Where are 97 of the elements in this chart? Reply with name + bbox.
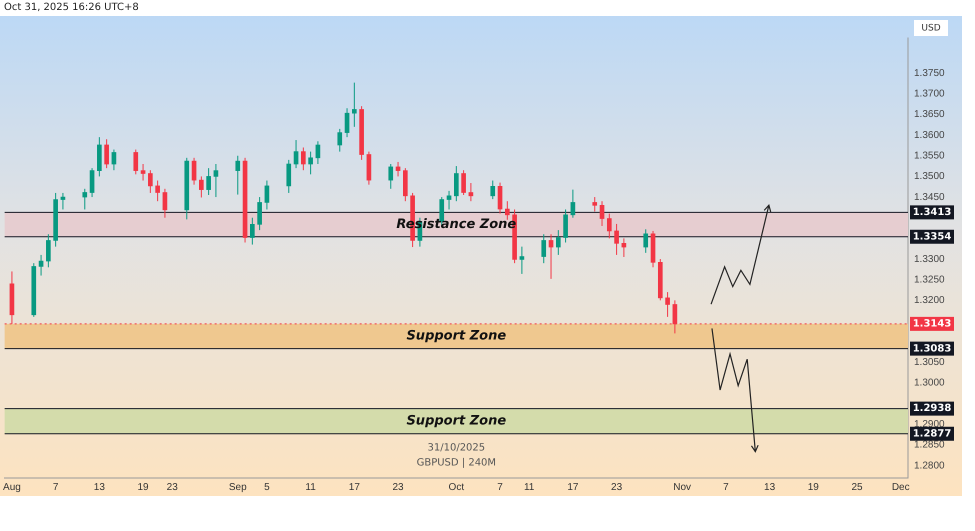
candlestick xyxy=(643,228,648,254)
band-label: Support Zone xyxy=(406,328,506,344)
candlestick xyxy=(316,140,320,165)
x-tick-label: Nov xyxy=(673,482,692,493)
candlestick xyxy=(344,108,350,138)
candlestick xyxy=(541,234,546,264)
candlestick xyxy=(250,217,255,246)
candlestick xyxy=(396,161,400,177)
x-tick-label: Aug xyxy=(3,482,21,493)
y-tick-label: 1.3500 xyxy=(914,171,946,182)
candlestick xyxy=(192,157,196,186)
candlestick xyxy=(622,238,626,258)
y-tick-label: 1.3450 xyxy=(914,192,946,203)
x-tick-label: 23 xyxy=(166,482,178,493)
ref-line-label: 1.3143 xyxy=(912,318,952,330)
candlestick xyxy=(140,164,146,182)
candlestick xyxy=(199,176,204,198)
y-axis-title: USD xyxy=(921,23,941,34)
x-tick-label: Dec xyxy=(892,482,910,493)
candlestick xyxy=(548,234,554,280)
x-tick-label: 5 xyxy=(264,482,270,493)
ref-line-label: 1.3354 xyxy=(912,231,952,242)
candlestick xyxy=(446,190,452,210)
candlestick xyxy=(155,180,160,202)
ref-line-label: 1.3083 xyxy=(912,343,952,354)
candlestick xyxy=(563,208,568,244)
x-tick-label: 19 xyxy=(808,482,820,493)
annotation: 31/10/2025 xyxy=(428,442,486,454)
x-tick-label: 23 xyxy=(611,482,623,493)
y-tick-label: 1.2800 xyxy=(914,460,946,472)
candlestick xyxy=(301,146,306,171)
candlestick xyxy=(504,200,510,220)
x-tick-label: 25 xyxy=(851,482,864,493)
candlestick xyxy=(133,149,138,175)
candlestick xyxy=(38,254,44,276)
candlestick xyxy=(112,149,116,171)
candlestick xyxy=(90,168,94,198)
y-tick-label: 1.3300 xyxy=(914,254,946,265)
y-tick-label: 1.3250 xyxy=(914,274,946,286)
x-tick-label: 19 xyxy=(138,482,150,493)
band-label: Support Zone xyxy=(406,414,506,429)
candlestick xyxy=(337,128,342,152)
x-tick-label: Sep xyxy=(228,482,248,493)
x-tick-label: 7 xyxy=(52,482,59,493)
candlestick xyxy=(490,180,496,200)
x-tick-label: 23 xyxy=(392,482,404,493)
candlestick xyxy=(520,246,524,274)
annotation: GBPUSD | 240M xyxy=(416,458,496,469)
ref-line-label: 1.3413 xyxy=(912,206,952,218)
x-tick-label: 11 xyxy=(524,482,535,493)
candlestick xyxy=(592,196,598,212)
candlestick xyxy=(606,213,612,239)
candlestick xyxy=(264,180,270,210)
x-tick-label: 7 xyxy=(497,482,504,493)
candlestick xyxy=(294,140,298,169)
y-tick-label: 1.3600 xyxy=(914,130,946,141)
y-tick-label: 1.3700 xyxy=(914,88,946,100)
candlestick xyxy=(600,200,604,226)
y-tick-label: 1.3750 xyxy=(914,68,946,79)
candlestick xyxy=(235,155,240,196)
ref-line-label: 1.2938 xyxy=(912,403,952,414)
candlestick xyxy=(461,170,466,196)
candlestick xyxy=(60,192,66,210)
candlestick xyxy=(104,138,109,169)
candlestick xyxy=(82,188,88,210)
candlestick xyxy=(665,292,670,318)
candlestick xyxy=(352,82,357,128)
candlestick xyxy=(148,170,153,194)
candlestick xyxy=(388,164,394,190)
candlestick xyxy=(308,151,313,175)
candlestick xyxy=(454,166,459,202)
x-tick-label: 13 xyxy=(764,482,776,493)
y-tick-label: 1.3550 xyxy=(914,150,946,162)
candlestick xyxy=(498,182,502,214)
x-tick-label: 17 xyxy=(348,482,360,493)
x-tick-label: 13 xyxy=(94,482,106,493)
candlestick xyxy=(614,223,619,256)
y-tick-label: 1.3650 xyxy=(914,109,946,120)
ref-line-label: 1.2877 xyxy=(912,428,952,440)
candlestick xyxy=(206,168,211,196)
candlestick xyxy=(286,159,292,194)
x-tick-label: 7 xyxy=(723,482,730,493)
candlestick xyxy=(214,164,218,198)
y-tick-label: 1.3000 xyxy=(914,378,946,389)
x-tick-label: Oct xyxy=(448,482,464,493)
y-tick-label: 1.3050 xyxy=(914,357,946,368)
candlestick xyxy=(468,182,474,202)
x-tick-label: 11 xyxy=(305,482,316,493)
candlestick xyxy=(46,234,51,268)
y-tick-label: 1.2850 xyxy=(914,440,946,451)
chart-title: Oct 31, 2025 16:26 UTC+8 xyxy=(4,2,139,13)
candlestick xyxy=(257,196,262,231)
candlestick xyxy=(556,230,561,256)
candlestick xyxy=(570,189,576,218)
candlestick xyxy=(162,188,168,218)
x-tick-label: 17 xyxy=(567,482,579,493)
y-tick-label: 1.3200 xyxy=(914,295,946,306)
